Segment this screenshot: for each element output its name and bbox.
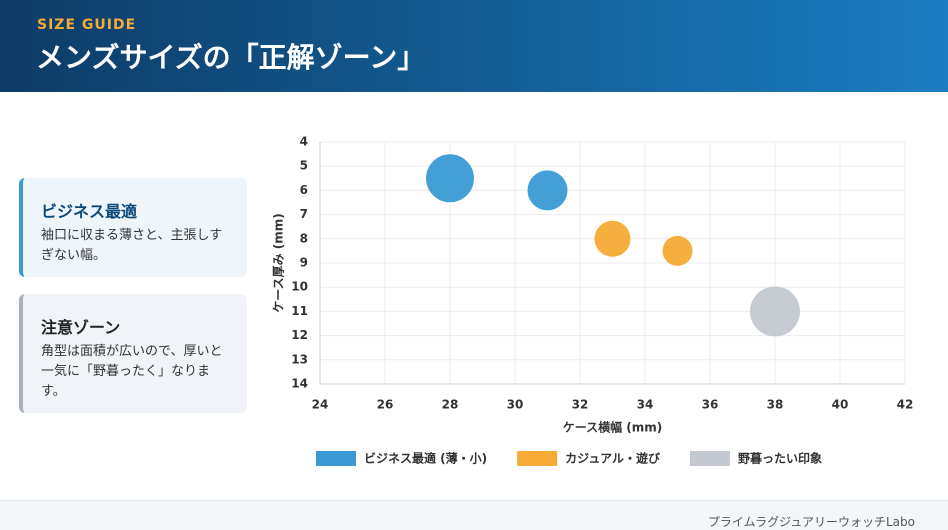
x-axis-label: ケース横幅 (mm) — [563, 420, 663, 435]
y-axis-label: ケース厚み (mm) — [272, 213, 286, 313]
bubble — [594, 220, 631, 257]
footer: プライムラグジュアリーウォッチLabo — [0, 500, 948, 530]
y-tick-label: 4 — [300, 135, 308, 149]
header: SIZE GUIDE メンズサイズの「正解ゾーン」 — [0, 0, 948, 92]
y-tick-label: 8 — [300, 231, 308, 245]
y-tick-label: 10 — [291, 280, 308, 294]
card: ビジネス最適 袖口に収まる薄さと、主張しすぎない幅。 — [19, 178, 247, 277]
x-tick-label: 32 — [572, 398, 589, 412]
legend-swatch — [517, 451, 558, 466]
bubble — [527, 170, 568, 211]
card-title: ビジネス最適 — [41, 202, 138, 221]
y-tick-label: 13 — [291, 352, 308, 366]
card-title: 注意ゾーン — [41, 318, 121, 337]
x-tick-label: 34 — [637, 398, 654, 412]
x-tick-label: 42 — [897, 398, 914, 412]
card: 注意ゾーン 角型は面積が広いので、厚いと一気に「野暮ったく」なります。 — [19, 294, 247, 413]
x-tick-label: 38 — [767, 398, 784, 412]
chart: 4 5 6 7 8 9 10 11 12 13 14 24 26 28 30 32 34 36 38 40 42 ケース横… — [272, 135, 914, 466]
page-title: メンズサイズの「正解ゾーン」 — [36, 41, 426, 74]
x-tick-label: 28 — [442, 398, 459, 412]
legend-label: ビジネス最適 (薄・小) — [364, 451, 487, 466]
y-tick-label: 6 — [300, 183, 308, 197]
legend-swatch — [689, 451, 730, 466]
footer-text: プライムラグジュアリーウォッチLabo — [707, 515, 915, 529]
kicker: SIZE GUIDE — [37, 17, 137, 33]
legend-swatch — [316, 451, 356, 466]
x-tick-label: 26 — [377, 398, 394, 412]
bubble — [662, 235, 693, 266]
card-text: 角型は面積が広いので、厚いと一気に「野暮ったく」なります。 — [41, 344, 223, 399]
y-tick-label: 5 — [300, 159, 308, 173]
x-tick-label: 24 — [312, 398, 329, 412]
legend-label: カジュアル・遊び — [565, 451, 661, 466]
y-tick-label: 7 — [300, 207, 308, 221]
y-tick-label: 12 — [291, 328, 308, 342]
bubble — [426, 154, 474, 203]
bubble — [750, 286, 800, 337]
y-tick-label: 9 — [300, 256, 308, 270]
card-text: 袖口に収まる薄さと、主張しすぎない幅。 — [41, 228, 223, 263]
x-tick-label: 36 — [702, 398, 719, 412]
y-tick-label: 11 — [291, 304, 308, 318]
x-tick-label: 40 — [832, 398, 849, 412]
y-tick-label: 14 — [291, 377, 308, 391]
x-tick-label: 30 — [507, 398, 524, 412]
legend-label: 野暮ったい印象 — [738, 451, 822, 466]
